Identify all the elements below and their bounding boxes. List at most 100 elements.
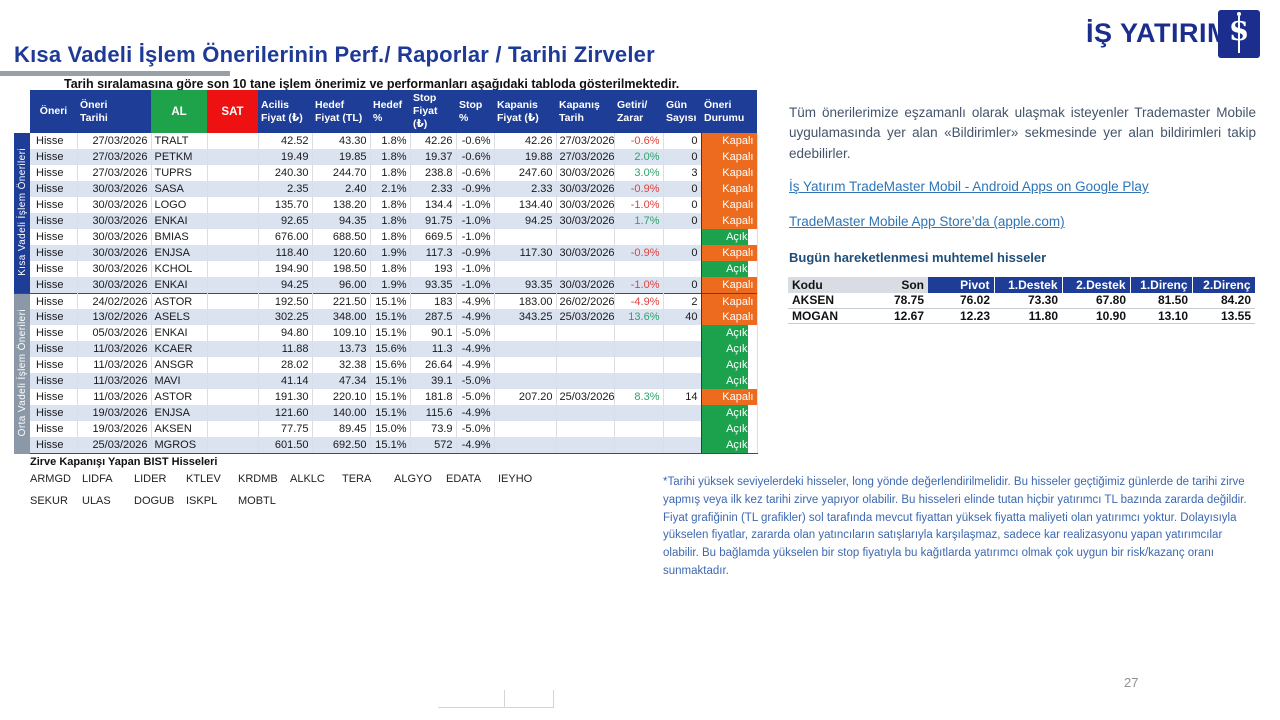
cell: 30/03/2026 [556,181,615,198]
cell: -1.0% [456,277,495,294]
cell: 28.02 [258,357,313,374]
movers-cell: 76.02 [928,293,994,309]
cell: 2.40 [312,181,371,198]
status-closed-badge: Kapalı [701,277,758,294]
cell: -4.9% [456,309,495,326]
cell: 121.60 [258,405,313,422]
cell: 109.10 [312,325,371,342]
movers-cell: 84.20 [1192,293,1255,309]
cell: 120.60 [312,245,371,262]
cell: 247.60 [494,165,557,182]
table-row: Hisse 30/03/2026 SASA 2.35 2.40 2.1% 2.33 -0.9%… [14,181,758,198]
is-bank-monogram-icon: S [1218,10,1260,58]
movers-cell: 81.50 [1130,293,1192,309]
table-row: Hisse 05/03/2026 ENKAI 94.80 109.10 15.1% 90.1… [14,325,758,342]
cell: 15.6% [370,357,411,374]
cell: 25/03/2026 [556,309,615,326]
status-open-badge: Açık [700,229,758,246]
status-open-badge: Açık [700,421,758,438]
cell: -4.9% [456,357,495,374]
cell: TRALT [151,133,208,150]
table-row: Hisse 11/03/2026 ANSGR 28.02 32.38 15.6% 26.64… [14,357,758,374]
movers-cell: 13.55 [1192,308,1255,324]
cell: ENKAI [151,325,208,342]
cell: 30/03/2026 [77,277,152,294]
col-header-öneri-durumu: Öneri Durumu [701,90,757,134]
cell [613,437,664,455]
cell: 191.30 [258,389,313,406]
cell: 90.1 [410,325,457,342]
cell: 77.75 [258,421,313,438]
status-closed-badge: Kapalı [701,213,758,230]
cell: 94.35 [312,213,371,230]
movers-cell: 13.10 [1130,308,1192,324]
cell: -4.9% [456,341,495,358]
table-row: Hisse 30/03/2026 ENJSA 118.40 120.60 1.9% 117.… [14,245,758,262]
table-row: Hisse 11/03/2026 KCAER 11.88 13.73 15.6% 11.3-… [14,341,758,358]
cell: 13.6% [613,309,664,326]
movers-row: AKSEN 78.75 76.02 73.30 67.80 81.50 84.20 [788,293,1255,309]
cell: 220.10 [312,389,371,406]
table-row: Hisse 27/03/2026 TUPRS 240.30 244.70 1.8% 238.… [14,165,758,182]
cell: 2.33 [410,181,457,198]
cell: Hisse [30,245,78,262]
zirve-ticker: DOGUB [134,495,175,507]
status-open-badge: Açık [700,261,758,278]
cell: 140.00 [312,405,371,422]
trademaster-intro: Tüm önerilerimize eşzamanlı olarak ulaşm… [789,105,1256,161]
cell: 0 [662,277,702,294]
cell: 93.35 [410,277,457,294]
cell: Hisse [30,229,78,246]
cell [207,261,259,278]
cell: ASTOR [151,389,208,406]
zirve-ticker: TERA [342,473,372,485]
cell: 94.80 [258,325,313,342]
cell: 30/03/2026 [77,197,152,214]
cell: 26.64 [410,357,457,374]
movers-cell: 78.75 [862,293,928,309]
cell: 32.38 [312,357,371,374]
cell: 14 [662,389,702,406]
table-row: Hisse 30/03/2026 KCHOL 194.90 198.50 1.8% 193-… [14,261,758,278]
cell: 601.50 [258,437,313,455]
sidebar-header-spacer [14,90,30,134]
cell [207,197,259,214]
cell: 348.00 [312,309,371,326]
cell: 240.30 [258,165,313,182]
cell: 1.8% [370,165,411,182]
movers-col-header: 2.Destek [1062,277,1131,293]
google-play-link[interactable]: İş Yatırım TradeMaster Mobil - Android A… [789,179,1149,194]
app-store-link[interactable]: TradeMaster Mobile App Store’da (apple.c… [789,214,1065,229]
zirve-ticker: ULAS [82,495,111,507]
cell: 27/03/2026 [556,133,615,150]
cell [556,341,615,358]
section-label-orta-vadeli: Orta Vadeli İşlem Önerileri [14,292,30,454]
cell: 27/03/2026 [77,149,152,166]
table-row: Hisse 19/03/2026 ENJSA 121.60 140.00 15.1% 115… [14,405,758,422]
cell: 93.35 [494,277,557,294]
movers-cell: 67.80 [1062,293,1130,309]
cell: 25/03/2026 [556,389,615,406]
cell: 1.8% [370,213,411,230]
zirve-ticker: ALKLC [290,473,325,485]
table-row: Hisse 30/03/2026 ENKAI 92.65 94.35 1.8% 91.75-… [14,213,758,230]
cell [207,165,259,182]
cell: 19.85 [312,149,371,166]
cell: 11/03/2026 [77,357,152,374]
cell: 43.30 [312,133,371,150]
cell: 42.26 [494,133,557,150]
cell: -5.0% [456,373,495,390]
cell [556,405,615,422]
cell: Hisse [30,325,78,342]
movers-cell: 10.90 [1062,308,1130,324]
zirve-ticker: LIDER [134,473,167,485]
cell: 0 [662,181,702,198]
zirve-ticker: LIDFA [82,473,113,485]
cell: LOGO [151,197,208,214]
status-open-badge: Açık [700,373,758,390]
cell [556,229,615,246]
table-row: Hisse 19/03/2026 AKSEN 77.75 89.45 15.0% 73.9-… [14,421,758,438]
cell: SASA [151,181,208,198]
cell: Hisse [30,357,78,374]
cell: 676.00 [258,229,313,246]
